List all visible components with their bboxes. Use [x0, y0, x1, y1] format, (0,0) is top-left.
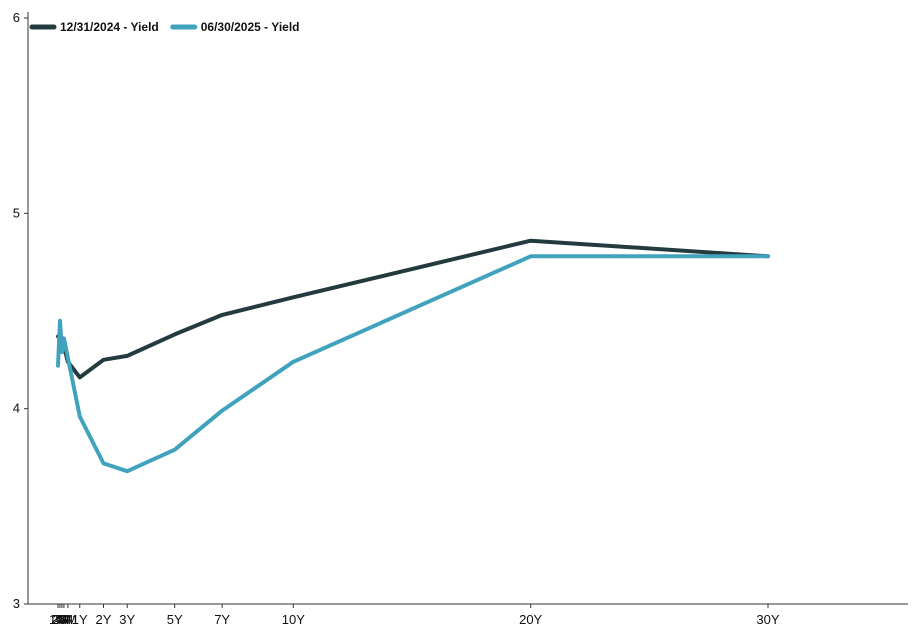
x-tick-label: 20Y	[519, 612, 542, 627]
x-tick-label: 1M	[49, 612, 67, 627]
series-line-2	[56, 254, 770, 474]
y-tick-label: 4	[13, 401, 20, 416]
legend: 12/31/2024 - Yield 06/30/2025 - Yield	[29, 20, 300, 34]
y-axis: 3 4 5 6	[13, 10, 29, 611]
legend-label-2: 06/30/2025 - Yield	[201, 20, 300, 34]
y-tick-label: 5	[13, 205, 20, 220]
x-tick-label: 6M	[59, 612, 77, 627]
series-layer	[56, 238, 770, 474]
y-tick-label: 3	[13, 596, 20, 611]
x-tick-label: 2Y	[96, 612, 112, 627]
legend-label-1: 12/31/2024 - Yield	[60, 20, 159, 34]
y-tick-label: 6	[13, 10, 20, 25]
x-tick-label: 3M	[53, 612, 71, 627]
x-tick-label: 3Y	[119, 612, 135, 627]
x-tick-label: 2M	[51, 612, 69, 627]
x-tick-label: 10Y	[282, 612, 305, 627]
x-tick-label: 7Y	[214, 612, 230, 627]
x-tick-label: 1Y	[72, 612, 88, 627]
x-tick-label: 30Y	[756, 612, 779, 627]
x-tick-label: 5Y	[167, 612, 183, 627]
x-tick-label: 4M	[55, 612, 73, 627]
